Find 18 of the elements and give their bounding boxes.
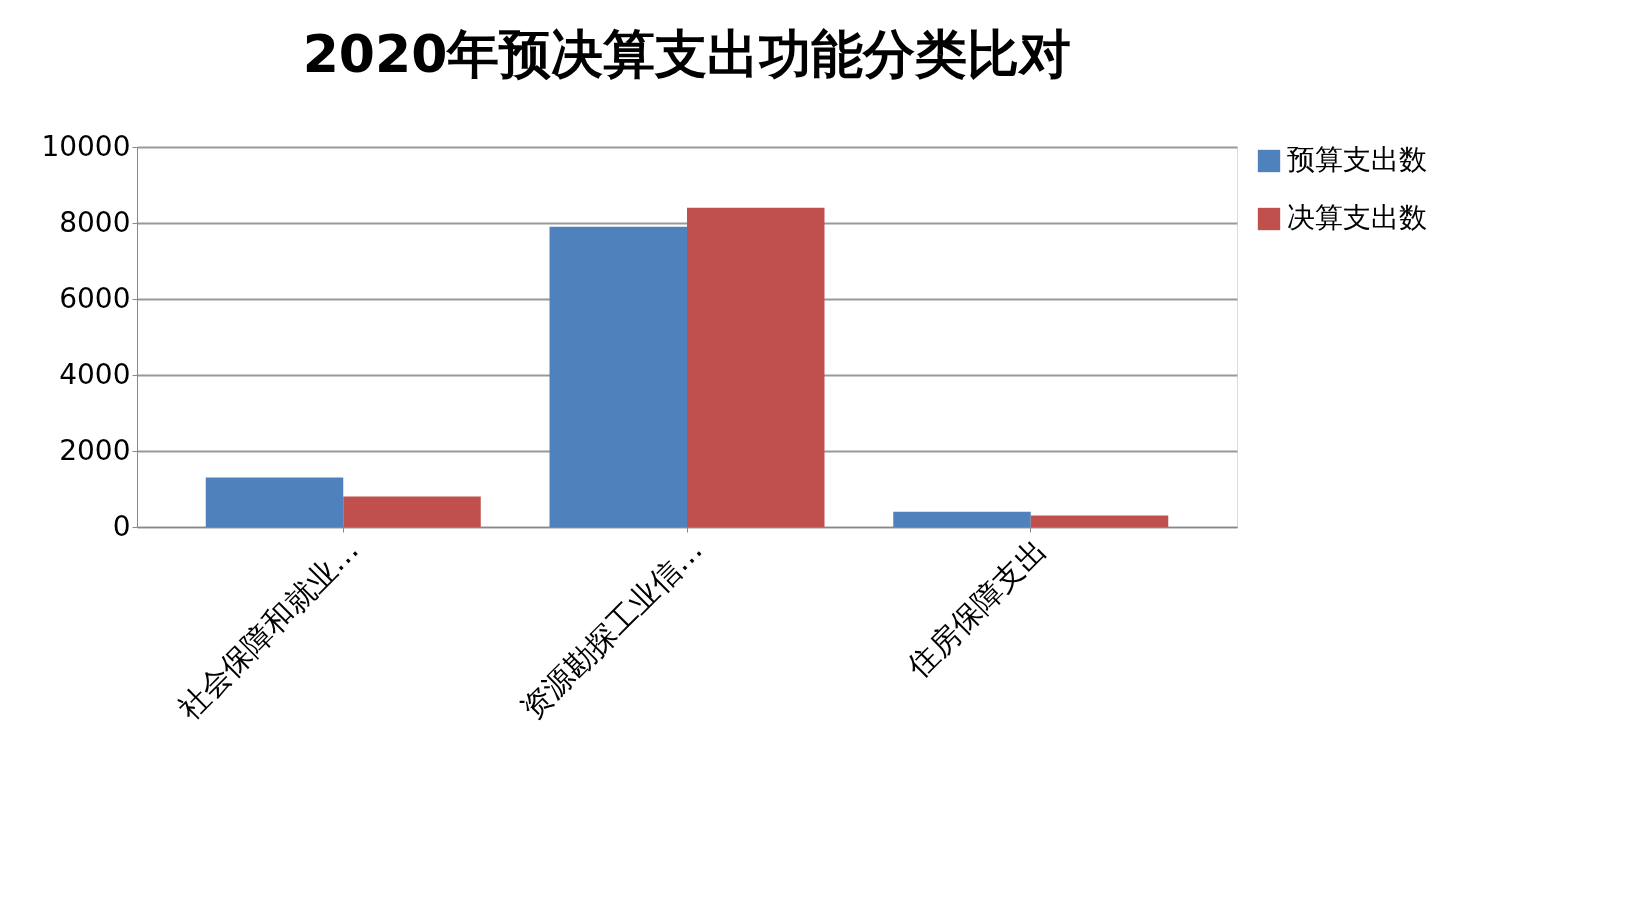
y-tick-label: 6000 [59, 281, 131, 315]
legend-label: 预算支出数 [1287, 143, 1427, 176]
bar [205, 477, 344, 527]
x-tick-label: 住房保障支出 [899, 531, 1053, 685]
y-tick-label: 10000 [41, 129, 131, 163]
y-tick-label: 4000 [59, 357, 131, 391]
chart-title: 2020年预决算支出功能分类比对 [302, 24, 1072, 84]
y-tick-label: 2000 [59, 433, 131, 467]
bar [549, 226, 687, 527]
x-tick-label: 社会保障和就业… [170, 531, 366, 727]
bar [687, 207, 825, 527]
bar [343, 496, 481, 527]
x-tick-label: 资源勘探工业信… [514, 531, 709, 727]
bar [1030, 515, 1169, 527]
y-tick-label: 0 [112, 509, 131, 543]
legend-label: 决算支出数 [1287, 201, 1427, 234]
y-tick-label: 8000 [59, 205, 131, 239]
bar [893, 511, 1031, 527]
